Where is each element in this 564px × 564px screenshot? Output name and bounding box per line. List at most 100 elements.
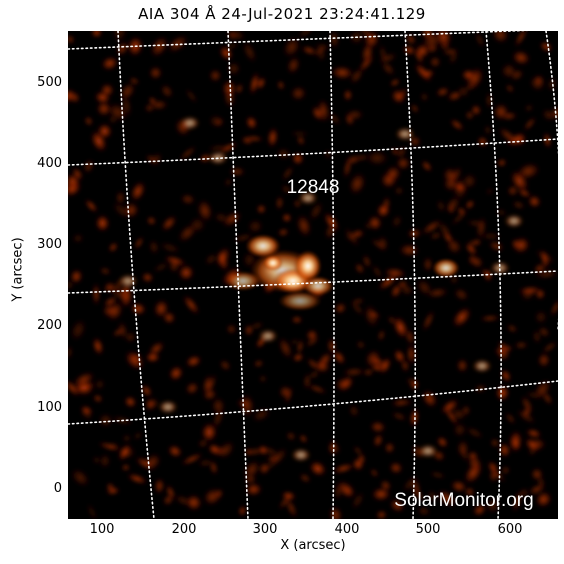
network-patch bbox=[429, 232, 442, 240]
network-patch bbox=[185, 494, 202, 511]
network-patch bbox=[185, 382, 199, 395]
grid-line bbox=[68, 31, 529, 50]
network-patch bbox=[453, 422, 467, 437]
network-patch bbox=[501, 112, 518, 120]
bright-network-spot bbox=[299, 192, 317, 204]
network-patch bbox=[510, 436, 521, 450]
network-patch bbox=[405, 328, 415, 346]
network-patch bbox=[533, 329, 541, 344]
network-patch bbox=[436, 87, 450, 97]
network-patch bbox=[378, 273, 398, 291]
network-patch bbox=[465, 427, 484, 439]
network-patch bbox=[68, 88, 76, 103]
x-axis-label: X (arcsec) bbox=[280, 538, 346, 553]
network-patch bbox=[298, 31, 314, 39]
network-patch bbox=[290, 339, 299, 345]
network-patch bbox=[489, 469, 498, 483]
network-patch bbox=[446, 238, 462, 254]
network-patch bbox=[334, 302, 347, 314]
network-patch bbox=[159, 242, 181, 253]
x-tick-label: 100 bbox=[89, 522, 115, 537]
network-patch bbox=[519, 488, 529, 498]
network-patch bbox=[350, 298, 365, 305]
network-patch bbox=[106, 487, 120, 495]
network-patch bbox=[291, 316, 303, 324]
network-patch bbox=[465, 243, 477, 256]
network-patch bbox=[87, 503, 97, 519]
network-patch bbox=[154, 478, 165, 494]
network-patch bbox=[125, 331, 136, 343]
plage-emission bbox=[278, 291, 322, 311]
network-patch bbox=[103, 296, 118, 307]
network-patch bbox=[71, 468, 90, 487]
network-patch bbox=[486, 188, 493, 195]
network-patch bbox=[421, 31, 435, 42]
network-patch bbox=[259, 375, 267, 383]
network-patch bbox=[492, 31, 509, 44]
network-patch bbox=[134, 236, 144, 250]
network-patch bbox=[270, 447, 288, 467]
bright-network-spot bbox=[259, 330, 277, 342]
network-patch bbox=[163, 494, 174, 506]
network-patch bbox=[501, 466, 510, 475]
network-patch bbox=[247, 219, 263, 234]
network-patch bbox=[534, 310, 548, 324]
network-patch bbox=[166, 484, 175, 500]
network-patch bbox=[349, 172, 366, 195]
network-patch bbox=[528, 484, 545, 495]
network-patch bbox=[450, 119, 464, 131]
network-patch bbox=[108, 242, 118, 253]
network-patch bbox=[318, 51, 326, 61]
network-patch bbox=[85, 199, 98, 213]
network-patch bbox=[299, 473, 311, 483]
network-patch bbox=[168, 445, 182, 458]
network-patch bbox=[367, 215, 382, 231]
network-patch bbox=[437, 199, 445, 213]
network-patch bbox=[376, 510, 387, 519]
grid-line bbox=[68, 138, 558, 166]
grid-line bbox=[404, 31, 417, 519]
network-patch bbox=[95, 214, 110, 232]
network-patch bbox=[512, 201, 525, 209]
network-patch bbox=[290, 86, 307, 101]
network-patch bbox=[537, 352, 551, 368]
network-patch bbox=[277, 228, 289, 236]
network-patch bbox=[362, 254, 371, 269]
network-patch bbox=[514, 341, 529, 349]
network-patch bbox=[480, 233, 502, 240]
network-patch bbox=[179, 146, 197, 161]
network-patch bbox=[244, 473, 257, 485]
network-patch bbox=[297, 135, 305, 146]
network-patch bbox=[475, 32, 484, 48]
network-patch bbox=[241, 136, 253, 145]
network-patch bbox=[180, 194, 196, 205]
network-patch bbox=[522, 406, 532, 418]
network-patch bbox=[258, 445, 269, 456]
network-patch bbox=[211, 397, 225, 415]
network-patch bbox=[332, 463, 355, 474]
bright-network-spot bbox=[119, 275, 137, 287]
network-patch bbox=[427, 490, 438, 502]
x-tick-label: 400 bbox=[334, 522, 360, 537]
network-patch bbox=[278, 337, 293, 360]
network-patch bbox=[365, 223, 372, 229]
network-patch bbox=[243, 460, 261, 479]
network-patch bbox=[452, 307, 472, 328]
network-patch bbox=[484, 269, 492, 282]
y-tick-label: 0 bbox=[53, 481, 62, 496]
network-patch bbox=[465, 487, 475, 497]
network-patch bbox=[422, 310, 435, 332]
network-patch bbox=[351, 301, 364, 316]
network-patch bbox=[352, 492, 364, 510]
network-patch bbox=[523, 117, 536, 131]
network-patch bbox=[488, 240, 504, 252]
network-patch bbox=[490, 438, 500, 448]
network-patch bbox=[292, 353, 304, 362]
network-patch bbox=[437, 489, 456, 507]
network-patch bbox=[279, 385, 292, 399]
y-tick-label: 100 bbox=[37, 400, 62, 415]
network-patch bbox=[366, 311, 381, 318]
network-patch bbox=[226, 31, 238, 41]
network-patch bbox=[512, 50, 531, 66]
network-patch bbox=[466, 220, 486, 227]
